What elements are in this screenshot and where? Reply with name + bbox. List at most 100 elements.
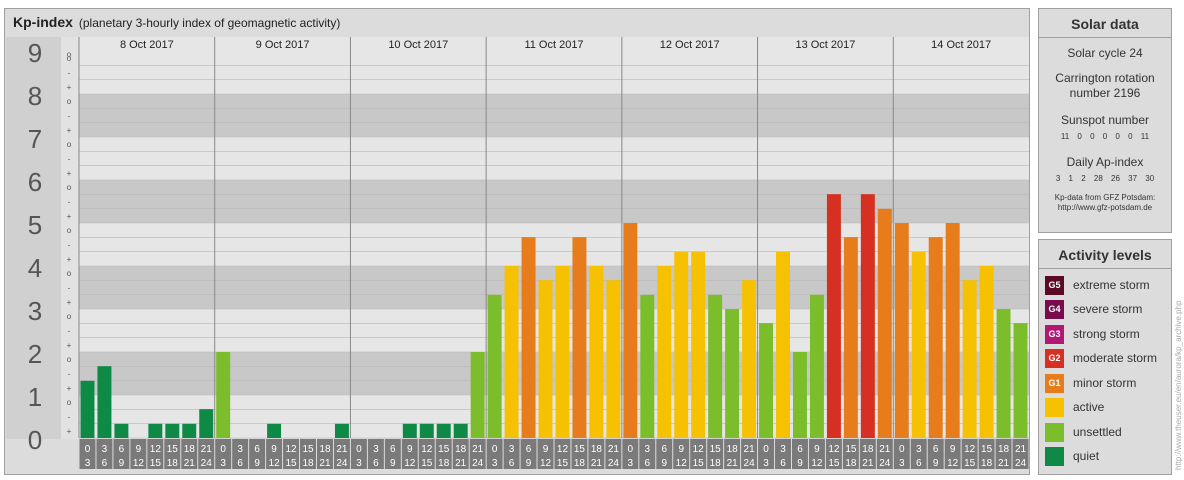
time-slot-start: 3	[509, 444, 515, 455]
kp-bar	[504, 266, 519, 438]
kp-bar	[199, 409, 214, 438]
time-slot-cell	[792, 439, 808, 469]
sunspot-title: Sunspot number	[1060, 113, 1150, 127]
y-minor-label: -	[68, 284, 71, 293]
time-slot-cell	[181, 439, 198, 469]
time-slot-start: 18	[591, 444, 603, 455]
time-slot-end: 15	[693, 458, 705, 469]
time-slot-end: 6	[645, 458, 651, 469]
time-slot-start: 9	[678, 444, 684, 455]
time-slot-cell	[333, 439, 350, 469]
time-slot-start: 18	[319, 444, 331, 455]
time-slot-cell	[741, 439, 758, 469]
level-swatch: G5	[1045, 276, 1064, 295]
day-label: 13 Oct 2017	[795, 39, 855, 51]
time-slot-end: 18	[845, 458, 857, 469]
time-slot-start: 3	[102, 444, 108, 455]
level-label: severe storm	[1073, 302, 1143, 316]
time-slot-end: 6	[916, 458, 922, 469]
time-slot-end: 12	[811, 458, 823, 469]
level-swatch: G3	[1045, 325, 1064, 344]
time-slot-end: 9	[119, 458, 125, 469]
kp-bar	[623, 223, 638, 438]
time-slot-cell	[215, 439, 232, 469]
time-slot-cell	[486, 439, 503, 469]
day-label: 12 Oct 2017	[660, 39, 720, 51]
time-slot-end: 24	[1015, 458, 1027, 469]
time-slot-start: 21	[879, 444, 891, 455]
time-slot-start: 18	[862, 444, 874, 455]
level-label: unsettled	[1073, 425, 1122, 439]
y-minor-label: -	[68, 198, 71, 207]
kp-bar	[419, 423, 434, 438]
time-slot-start: 21	[608, 444, 620, 455]
kp-bar	[691, 251, 706, 438]
time-slot-cell	[690, 439, 707, 469]
time-slot-cell	[503, 439, 520, 469]
time-slot-cell	[113, 439, 130, 469]
time-slot-start: 15	[710, 444, 722, 455]
time-slot-end: 9	[254, 458, 260, 469]
kp-bar	[606, 280, 621, 438]
time-slot-cell	[622, 439, 639, 469]
ap-values: 3 1 2 28 26 37 30	[1055, 174, 1155, 183]
time-slot-start: 21	[201, 444, 213, 455]
solar-data-title: Solar data	[1039, 9, 1171, 38]
y-minor-label: o	[67, 50, 72, 59]
y-minor-label: -	[68, 69, 71, 78]
level-swatch: G1	[1045, 374, 1064, 393]
time-slot-start: 15	[981, 444, 993, 455]
level-label: extreme storm	[1073, 278, 1150, 292]
kp-bar	[979, 266, 994, 438]
kp-bar	[640, 294, 655, 438]
day-label: 10 Oct 2017	[388, 39, 448, 51]
time-slot-start: 6	[797, 444, 803, 455]
y-minor-label: -	[68, 413, 71, 422]
time-slot-cell	[1012, 439, 1029, 469]
time-slot-end: 18	[981, 458, 993, 469]
time-slot-start: 3	[237, 444, 243, 455]
time-slot-start: 3	[916, 444, 922, 455]
y-minor-label: +	[67, 212, 72, 221]
time-slot-cell	[859, 439, 876, 469]
y-minor-label: +	[67, 298, 72, 307]
time-slot-cell	[367, 439, 384, 469]
time-slot-start: 21	[1015, 444, 1027, 455]
y-tick-label: 6	[28, 167, 42, 197]
level-swatch	[1045, 398, 1064, 417]
time-slot-end: 6	[509, 458, 515, 469]
kp-bar	[80, 380, 95, 438]
time-slot-cell	[147, 439, 164, 469]
time-slot-end: 24	[608, 458, 620, 469]
y-minor-label: o	[67, 54, 72, 63]
time-slot-cell	[79, 439, 96, 469]
kp-bar	[776, 251, 790, 438]
time-slot-end: 24	[879, 458, 891, 469]
time-slot-start: 15	[302, 444, 314, 455]
kp-bar	[674, 251, 689, 438]
time-slot-end: 12	[540, 458, 552, 469]
time-slot-start: 12	[964, 444, 976, 455]
y-tick-label: 9	[28, 38, 42, 68]
time-slot-start: 18	[455, 444, 467, 455]
level-label: quiet	[1073, 449, 1100, 463]
kp-bar	[708, 294, 723, 438]
time-slot-cell	[300, 439, 316, 469]
time-slot-start: 9	[136, 444, 142, 455]
time-slot-start: 15	[167, 444, 179, 455]
y-tick-label: 5	[28, 210, 42, 240]
time-slot-end: 6	[237, 458, 243, 469]
time-slot-start: 18	[727, 444, 739, 455]
time-slot-end: 12	[133, 458, 145, 469]
time-slot-end: 15	[150, 458, 162, 469]
time-slot-end: 24	[472, 458, 484, 469]
time-slot-cell	[537, 439, 554, 469]
kp-bar	[793, 352, 807, 438]
time-slot-start: 12	[828, 444, 840, 455]
time-slot-end: 9	[661, 458, 667, 469]
time-slot-start: 0	[492, 444, 498, 455]
time-slot-cell	[910, 439, 927, 469]
time-slot-end: 3	[492, 458, 498, 469]
time-slot-cell	[232, 439, 249, 469]
time-slot-start: 21	[336, 444, 348, 455]
